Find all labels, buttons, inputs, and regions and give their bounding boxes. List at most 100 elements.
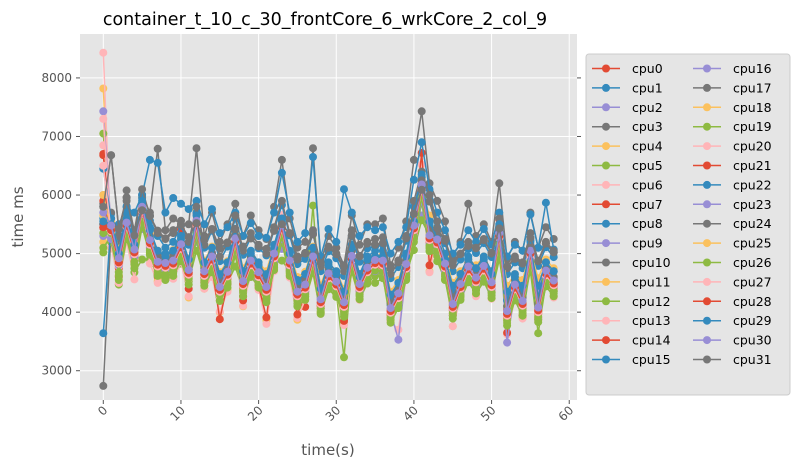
data-point [130,231,139,240]
data-point [153,226,162,235]
data-point [472,237,480,246]
data-point [394,335,403,344]
data-point [161,234,170,243]
legend-items: cpu0 cpu1 cpu2 cpu3 cpu4 cpu5 cpu6 cpu7 cpu8 cpu9… [592,61,772,367]
data-point [192,144,201,153]
legend-label: cpu9 [632,236,663,251]
data-point [518,297,527,305]
data-point [448,281,457,290]
legend-marker [703,122,711,131]
legend-marker [703,239,711,248]
data-point [332,277,341,286]
data-point [107,221,116,230]
legend-item-cpu14: cpu14 [592,333,671,348]
data-point [215,270,224,279]
data-point [448,257,457,266]
legend-item-cpu7: cpu7 [592,197,663,212]
legend-item-cpu13: cpu13 [592,313,671,328]
data-point [130,245,139,254]
data-point [324,225,333,233]
data-point [472,273,480,282]
data-point [309,153,317,161]
data-point [510,280,519,289]
legend-item-cpu26: cpu26 [693,255,772,270]
series-layer [99,48,558,390]
data-point [355,251,364,260]
data-point [130,275,139,284]
legend-item-cpu0: cpu0 [592,61,663,76]
data-point [378,214,387,223]
data-point [285,208,294,217]
legend-label: cpu2 [632,100,663,115]
data-point [549,267,558,276]
data-point [262,233,271,242]
data-point [215,283,224,291]
y-tick-label: 8000 [41,71,72,85]
data-point [371,246,380,255]
data-point [332,243,341,252]
data-point [254,268,263,277]
x-tick-label: 20 [245,403,266,424]
data-point [309,230,317,239]
data-point [145,212,154,221]
data-point [285,256,294,265]
data-point [355,240,364,249]
data-point [208,225,216,234]
data-point [332,250,341,259]
data-point [177,240,185,249]
x-tick-label: 10 [167,403,188,424]
legend-label: cpu0 [632,61,663,76]
y-tick-label: 5000 [41,247,72,261]
legend-marker [703,180,711,189]
data-point [239,277,248,286]
data-point [324,243,333,252]
legend-item-cpu18: cpu18 [693,100,772,115]
legend-item-cpu29: cpu29 [693,313,772,328]
data-point [293,237,302,246]
legend: cpu0 cpu1 cpu2 cpu3 cpu4 cpu5 cpu6 cpu7 cpu8 cpu9… [585,53,791,396]
legend-item-cpu15: cpu15 [592,352,671,367]
data-point [138,185,147,194]
data-point [200,220,209,229]
legend-item-cpu31: cpu31 [693,352,772,367]
y-tick-label: 4000 [41,305,72,319]
data-point [534,329,543,338]
legend-marker [602,297,610,306]
data-point [301,280,310,289]
legend-marker [703,219,711,228]
data-point [246,211,255,220]
data-point [277,196,286,205]
data-point [293,252,302,261]
data-point [495,214,504,223]
data-point [332,270,341,279]
data-point [541,266,550,275]
data-point [355,280,364,289]
legend-marker [602,258,610,267]
legend-item-cpu8: cpu8 [592,216,663,231]
legend-label: cpu31 [733,352,772,367]
data-point [177,199,185,208]
data-point [184,233,193,242]
data-point [394,256,403,265]
data-point [208,243,216,252]
data-point [495,224,504,233]
data-point [526,233,535,242]
data-point [99,107,108,116]
legend-item-cpu5: cpu5 [592,158,663,173]
data-point [472,244,480,253]
data-point [246,234,255,243]
legend-marker [602,336,610,345]
data-point [425,191,434,199]
legend-box [585,53,791,396]
data-point [472,284,480,293]
data-point [510,254,519,263]
data-point [223,267,232,276]
data-point [293,287,302,296]
data-point [161,252,170,261]
data-point [448,267,457,276]
data-point [441,226,449,235]
legend-label: cpu27 [733,274,772,289]
data-point [386,304,395,313]
legend-label: cpu25 [733,236,772,251]
